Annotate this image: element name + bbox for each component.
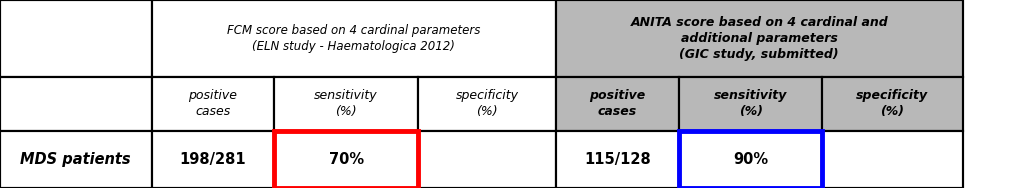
Text: 90%: 90% [733, 152, 768, 167]
Bar [679, 131, 822, 188]
Bar [152, 0, 556, 77]
Bar [152, 77, 274, 131]
Text: 115/128: 115/128 [584, 152, 651, 167]
Bar [152, 131, 274, 188]
Bar [274, 131, 418, 188]
Text: positive
cases: positive cases [590, 89, 645, 118]
Text: ANITA score based on 4 cardinal and
additional parameters
(GIC study, submitted): ANITA score based on 4 cardinal and addi… [631, 16, 888, 61]
Bar [556, 0, 963, 77]
Bar [0, 131, 152, 188]
Bar [556, 77, 679, 131]
Bar [556, 131, 679, 188]
Bar [418, 77, 556, 131]
Bar [418, 131, 556, 188]
Bar [679, 131, 822, 188]
Bar [274, 131, 418, 188]
Text: MDS patients: MDS patients [20, 152, 131, 167]
Bar [0, 77, 152, 131]
Text: sensitivity
(%): sensitivity (%) [314, 89, 378, 118]
Bar [274, 77, 418, 131]
Text: positive
cases: positive cases [188, 89, 238, 118]
Bar [0, 0, 152, 77]
Text: 198/281: 198/281 [179, 152, 247, 167]
Text: specificity
(%): specificity (%) [856, 89, 929, 118]
Text: specificity
(%): specificity (%) [456, 89, 518, 118]
Bar [822, 131, 963, 188]
Text: FCM score based on 4 cardinal parameters
(ELN study - Haematologica 2012): FCM score based on 4 cardinal parameters… [227, 24, 480, 53]
Text: sensitivity
(%): sensitivity (%) [714, 89, 787, 118]
Bar [679, 77, 822, 131]
Text: 70%: 70% [329, 152, 364, 167]
Bar [822, 77, 963, 131]
